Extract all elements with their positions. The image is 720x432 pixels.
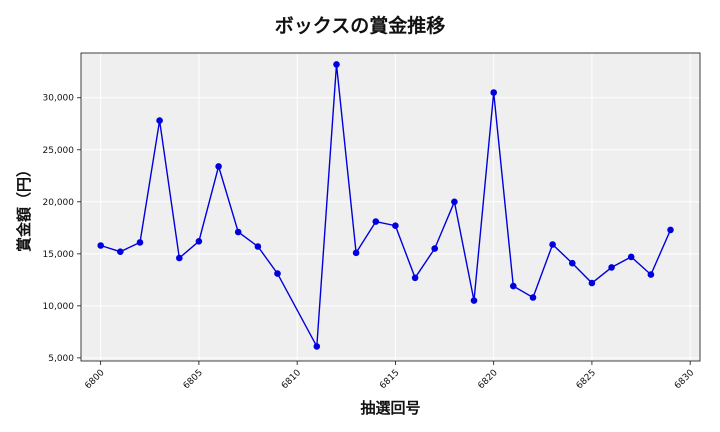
y-tick-label: 20,000 — [43, 198, 75, 208]
gridlines — [81, 53, 700, 361]
x-tick-label: 6820 — [476, 368, 499, 391]
data-point — [529, 294, 537, 301]
x-tick-label: 6825 — [575, 368, 598, 391]
x-tick-label: 6810 — [280, 368, 303, 391]
data-point — [313, 343, 321, 350]
chart-title: ボックスの賞金推移 — [274, 15, 446, 37]
data-point — [608, 264, 615, 271]
x-tick-label: 6815 — [378, 368, 401, 391]
data-point — [176, 254, 183, 262]
y-tick-label: 5,000 — [48, 354, 74, 364]
data-point — [411, 274, 419, 282]
data-point — [274, 270, 281, 277]
data-point — [136, 239, 144, 246]
data-point — [117, 248, 124, 255]
x-tick-label: 6805 — [182, 368, 205, 391]
data-point — [156, 117, 163, 124]
data-point — [549, 241, 556, 248]
y-tick-label: 25,000 — [43, 146, 75, 156]
data-point — [470, 297, 478, 304]
data-point — [234, 228, 242, 236]
y-tick-label: 15,000 — [43, 250, 75, 260]
data-point — [195, 238, 203, 245]
y-axis-label: 賞金額（円） — [15, 162, 33, 252]
data-point — [451, 198, 458, 206]
data-point — [431, 245, 439, 252]
data-point — [490, 89, 498, 96]
y-tick-label: 30,000 — [43, 94, 75, 104]
data-point — [97, 242, 104, 249]
data-point — [588, 279, 596, 287]
y-tick-label: 10,000 — [43, 302, 75, 312]
data-point — [254, 243, 262, 250]
data-point — [215, 163, 222, 170]
plot-area — [81, 53, 700, 361]
x-tick-label: 6800 — [83, 368, 106, 391]
data-point — [392, 222, 399, 229]
data-point — [569, 259, 576, 267]
data-point — [667, 226, 674, 234]
x-axis-label: 抽選回号 — [360, 399, 420, 417]
x-tick-label: 6830 — [673, 368, 696, 391]
plot-frame — [80, 52, 701, 362]
data-point — [372, 218, 380, 225]
data-point — [647, 271, 655, 278]
data-point — [352, 249, 360, 257]
data-point — [333, 61, 340, 68]
data-point — [627, 253, 635, 261]
series-line — [97, 61, 674, 350]
data-point — [510, 282, 517, 290]
